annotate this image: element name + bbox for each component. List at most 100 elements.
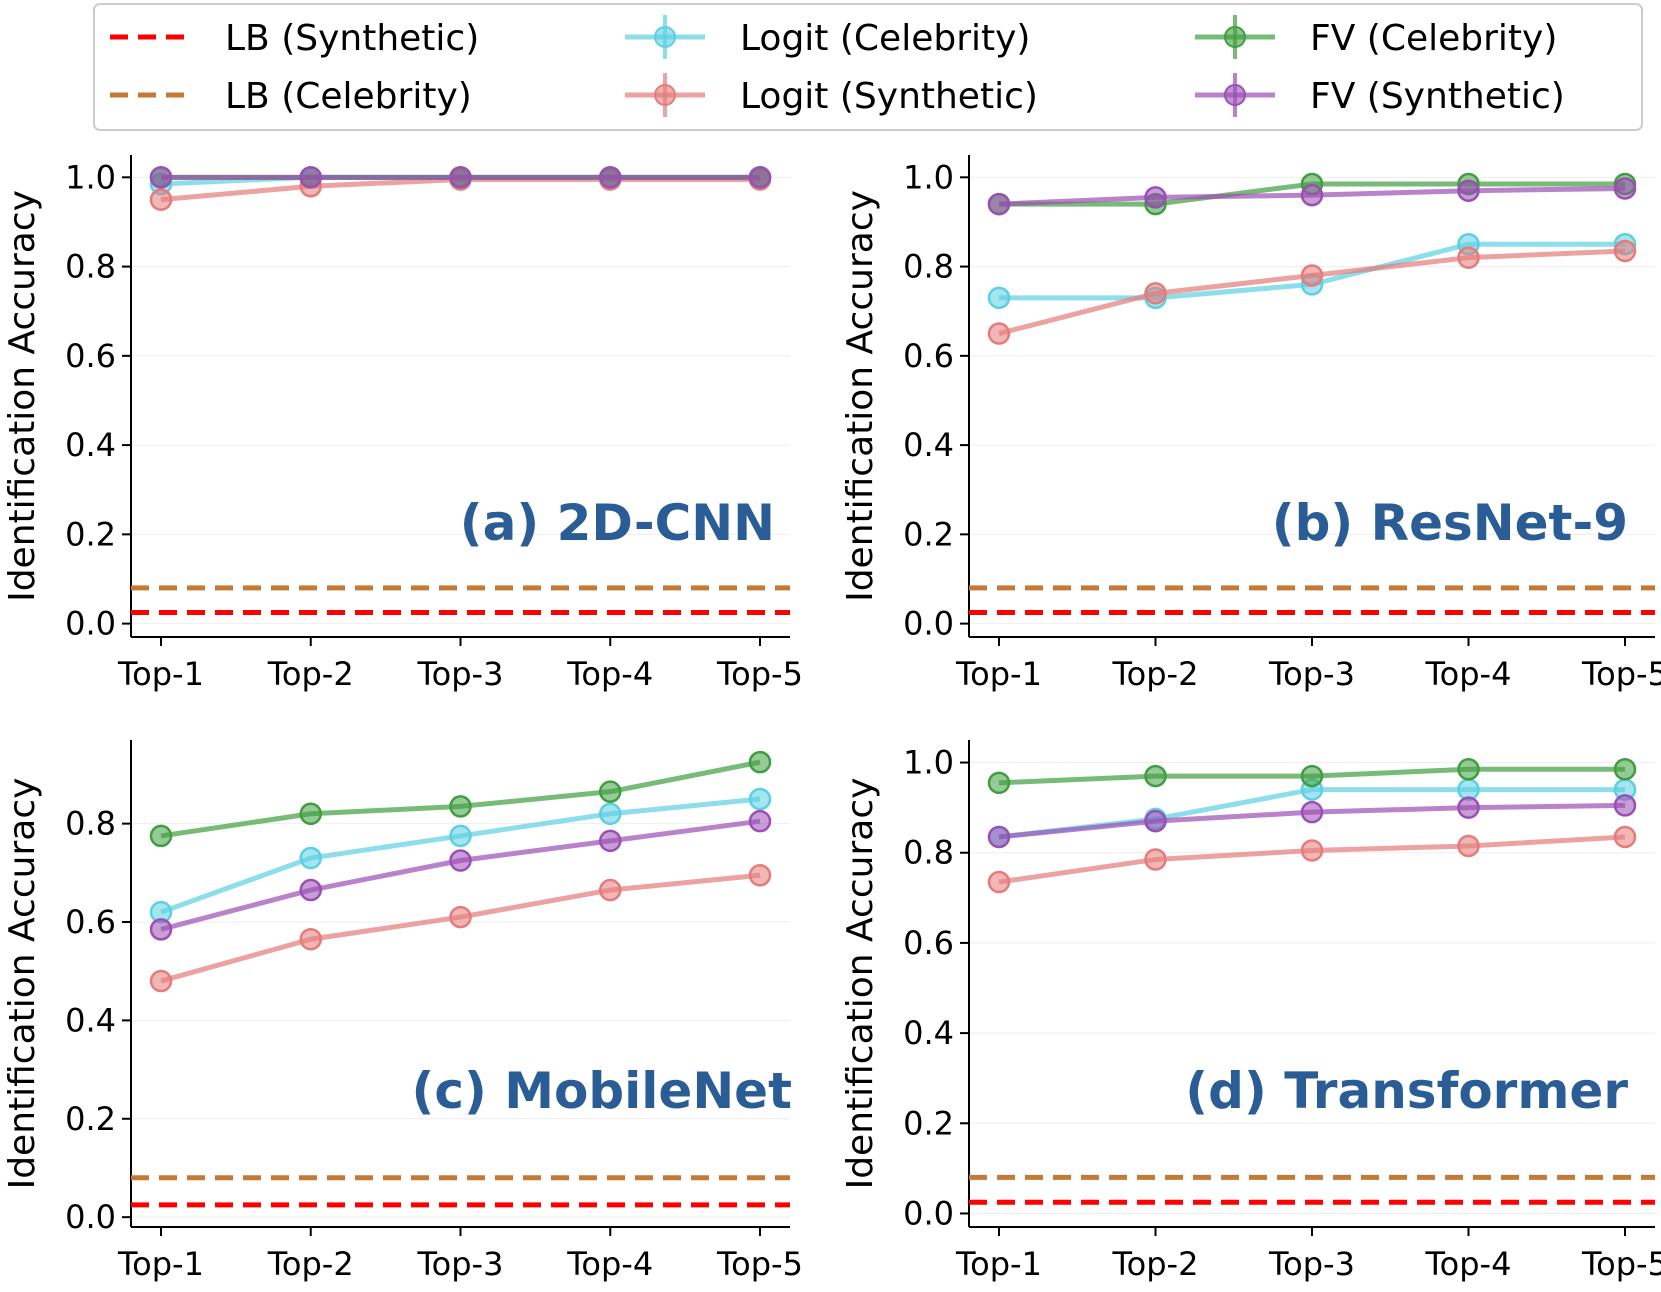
legend-entry-lb-celebrity: LB (Celebrity) [110, 76, 472, 117]
data-point [299, 846, 322, 870]
data-point [1300, 264, 1324, 287]
data-point [149, 918, 173, 941]
y-tick-label: 0.2 [903, 515, 954, 553]
data-point [1613, 239, 1637, 263]
x-tick-label: Top-1 [117, 1245, 204, 1283]
x-tick-label: Top-2 [1112, 1245, 1199, 1283]
data-point [748, 809, 772, 833]
x-tick-label: Top-2 [1112, 655, 1199, 693]
data-point [149, 188, 173, 211]
legend-label-logit-celebrity: Logit (Celebrity) [740, 18, 1030, 59]
data-point [1144, 186, 1167, 209]
data-point [1300, 183, 1324, 207]
data-point [1457, 758, 1480, 781]
data-point [599, 166, 622, 189]
data-point [1457, 179, 1480, 202]
data-point [149, 824, 173, 848]
legend-marker-fv-celebrity [1224, 26, 1246, 48]
x-tick-label: Top-1 [117, 655, 204, 693]
legend-label-lb-synthetic: LB (Synthetic) [225, 18, 479, 59]
y-tick-label: 0.2 [903, 1104, 954, 1142]
legend-entry-lb-synthetic: LB (Synthetic) [110, 18, 479, 59]
data-point [449, 795, 472, 818]
data-point [1613, 177, 1637, 200]
panel-title: (a) 2D-CNN [460, 494, 775, 552]
legend-label-fv-synthetic: FV (Synthetic) [1310, 76, 1565, 117]
panels: 0.0 0.2 0.4 0.6 0.8 1.0 Top-1 Top-2 Top-3 Top-4 To… [2, 155, 1661, 1283]
series-logit-synthetic [149, 864, 772, 993]
data-point [149, 969, 173, 993]
data-point [599, 878, 622, 902]
x-tick-label: Top-5 [1581, 1245, 1661, 1283]
series-fv-synthetic [987, 177, 1637, 216]
y-tick-label: 0.6 [903, 337, 954, 375]
series-logit-synthetic [987, 825, 1637, 894]
x-tick-label: Top-4 [566, 1245, 653, 1283]
data-point [449, 824, 472, 848]
series-logit-celebrity [149, 787, 772, 924]
legend-marker-logit-synthetic [654, 84, 676, 106]
legend-entry-logit-celebrity: Logit (Celebrity) [625, 15, 1030, 59]
x-tick-label: Top-3 [1268, 655, 1355, 693]
y-tick-label: 0.8 [65, 248, 116, 286]
y-tick-label: 0.0 [903, 605, 954, 643]
data-point [1144, 764, 1167, 788]
series-fv-synthetic [987, 794, 1637, 849]
y-tick-label: 0.6 [65, 903, 116, 941]
y-tick-label: 0.0 [65, 605, 116, 643]
data-point [748, 787, 772, 811]
series-fv-celebrity [987, 758, 1637, 795]
data-point [1613, 825, 1637, 849]
data-point [748, 750, 772, 774]
data-point [1613, 758, 1637, 781]
data-point [1144, 282, 1167, 305]
x-tick-label: Top-2 [267, 655, 354, 693]
series-fv-celebrity [149, 750, 772, 848]
panel-d-transformer: 0.0 0.2 0.4 0.6 0.8 1.0 Top-1 Top-2 Top-3 Top-4 To… [840, 740, 1661, 1283]
legend-marker-fv-synthetic [1224, 84, 1246, 106]
data-point [1144, 848, 1167, 871]
legend-entry-logit-synthetic: Logit (Synthetic) [625, 73, 1038, 117]
legend-entry-fv-synthetic: FV (Synthetic) [1195, 73, 1565, 117]
legend-label-lb-celebrity: LB (Celebrity) [225, 76, 472, 117]
data-point [987, 870, 1011, 894]
data-point [987, 286, 1011, 310]
series-fv-synthetic [149, 809, 772, 941]
data-point [299, 802, 322, 826]
data-point [1144, 809, 1167, 833]
data-point [449, 905, 472, 929]
data-point [1300, 800, 1324, 824]
panel-title: (c) MobileNet [412, 1062, 793, 1120]
panel-a-2d-cnn: 0.0 0.2 0.4 0.6 0.8 1.0 Top-1 Top-2 Top-3 Top-4 To… [2, 155, 803, 693]
legend: LB (Synthetic) LB (Celebrity) Logit (Celeb… [93, 3, 1643, 131]
y-tick-label: 0.0 [65, 1198, 116, 1236]
data-point [987, 771, 1011, 795]
legend-entry-fv-celebrity: FV (Celebrity) [1195, 15, 1557, 59]
data-point [748, 864, 772, 887]
data-point [1457, 246, 1480, 269]
y-tick-label: 0.4 [903, 1014, 954, 1052]
y-tick-label: 0.8 [903, 834, 954, 872]
y-tick-label: 0.8 [903, 248, 954, 286]
data-point [1457, 796, 1480, 819]
data-point [449, 166, 472, 189]
y-tick-label: 0.0 [903, 1194, 954, 1232]
panel-c-mobilenet: 0.0 0.2 0.4 0.6 0.8 Top-1 Top-2 Top-3 Top-4 Top-5… [2, 740, 803, 1283]
panel-title: (b) ResNet-9 [1272, 494, 1628, 552]
data-point [599, 802, 622, 826]
y-axis-label: Identification Accuracy [840, 190, 881, 602]
data-point [449, 849, 472, 872]
data-point [599, 780, 622, 803]
legend-label-fv-celebrity: FV (Celebrity) [1310, 18, 1557, 59]
data-point [299, 927, 322, 951]
x-tick-label: Top-5 [716, 655, 803, 693]
y-tick-label: 0.2 [65, 1100, 116, 1138]
x-tick-label: Top-4 [566, 655, 653, 693]
x-tick-label: Top-1 [955, 1245, 1042, 1283]
y-tick-label: 0.8 [65, 805, 116, 843]
x-tick-label: Top-4 [1425, 655, 1512, 693]
x-tick-label: Top-3 [417, 655, 504, 693]
y-tick-label: 0.6 [65, 337, 116, 375]
data-point [299, 878, 322, 902]
